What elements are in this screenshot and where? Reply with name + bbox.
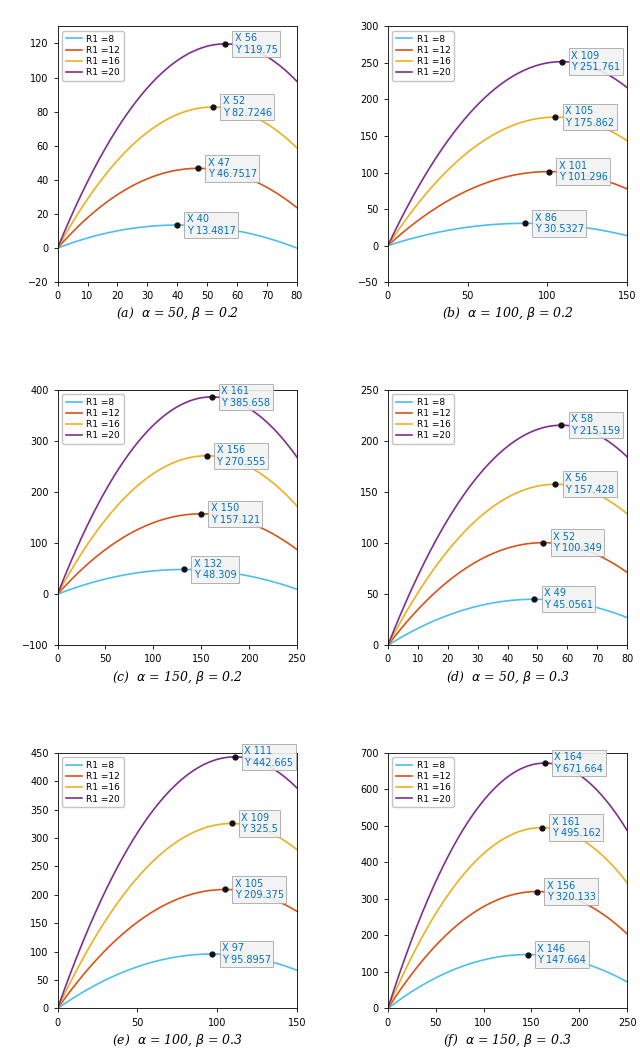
Text: X 40
Y 13.4817: X 40 Y 13.4817 <box>187 214 236 235</box>
Text: X 109
Y 251.761: X 109 Y 251.761 <box>572 51 621 73</box>
Text: X 52
Y 100.349: X 52 Y 100.349 <box>553 532 602 553</box>
Text: X 97
Y 95.8957: X 97 Y 95.8957 <box>222 943 271 965</box>
Legend: R1 =8, R1 =12, R1 =16, R1 =20: R1 =8, R1 =12, R1 =16, R1 =20 <box>392 31 454 81</box>
Text: X 150
Y 157.121: X 150 Y 157.121 <box>211 503 260 525</box>
Text: X 156
Y 270.555: X 156 Y 270.555 <box>216 445 266 467</box>
Legend: R1 =8, R1 =12, R1 =16, R1 =20: R1 =8, R1 =12, R1 =16, R1 =20 <box>392 394 454 445</box>
Text: X 49
Y 45.0561: X 49 Y 45.0561 <box>544 588 593 610</box>
Legend: R1 =8, R1 =12, R1 =16, R1 =20: R1 =8, R1 =12, R1 =16, R1 =20 <box>62 757 124 807</box>
Text: X 161
Y 385.658: X 161 Y 385.658 <box>221 386 270 408</box>
Text: X 146
Y 147.664: X 146 Y 147.664 <box>537 944 586 965</box>
Text: X 105
Y 209.375: X 105 Y 209.375 <box>235 879 284 901</box>
Text: (a)  $\alpha$ = 50, $\beta$ = 0.2: (a) $\alpha$ = 50, $\beta$ = 0.2 <box>116 305 239 322</box>
Text: X 56
Y 157.428: X 56 Y 157.428 <box>565 473 614 495</box>
Text: X 164
Y 671.664: X 164 Y 671.664 <box>554 752 604 774</box>
Text: (c)  $\alpha$ = 150, $\beta$ = 0.2: (c) $\alpha$ = 150, $\beta$ = 0.2 <box>112 668 243 685</box>
Text: X 109
Y 325.5: X 109 Y 325.5 <box>241 813 278 834</box>
Text: X 111
Y 442.665: X 111 Y 442.665 <box>244 747 293 768</box>
Text: X 105
Y 175.862: X 105 Y 175.862 <box>565 107 614 128</box>
Text: X 56
Y 119.75: X 56 Y 119.75 <box>235 33 278 55</box>
Text: X 156
Y 320.133: X 156 Y 320.133 <box>547 881 596 902</box>
Text: (d)  $\alpha$ = 50, $\beta$ = 0.3: (d) $\alpha$ = 50, $\beta$ = 0.3 <box>445 668 570 685</box>
Legend: R1 =8, R1 =12, R1 =16, R1 =20: R1 =8, R1 =12, R1 =16, R1 =20 <box>62 31 124 81</box>
Text: X 86
Y 30.5327: X 86 Y 30.5327 <box>534 212 584 234</box>
Text: X 101
Y 101.296: X 101 Y 101.296 <box>559 161 607 183</box>
Text: X 52
Y 82.7246: X 52 Y 82.7246 <box>223 96 272 118</box>
Text: (f)  $\alpha$ = 150, $\beta$ = 0.3: (f) $\alpha$ = 150, $\beta$ = 0.3 <box>444 1032 572 1049</box>
Text: X 132
Y 48.309: X 132 Y 48.309 <box>193 559 236 580</box>
Text: X 161
Y 495.162: X 161 Y 495.162 <box>552 816 600 838</box>
Text: (b)  $\alpha$ = 100, $\beta$ = 0.2: (b) $\alpha$ = 100, $\beta$ = 0.2 <box>442 305 573 322</box>
Text: (e)  $\alpha$ = 100, $\beta$ = 0.3: (e) $\alpha$ = 100, $\beta$ = 0.3 <box>111 1032 243 1049</box>
Legend: R1 =8, R1 =12, R1 =16, R1 =20: R1 =8, R1 =12, R1 =16, R1 =20 <box>392 757 454 807</box>
Text: X 58
Y 215.159: X 58 Y 215.159 <box>571 414 620 436</box>
Legend: R1 =8, R1 =12, R1 =16, R1 =20: R1 =8, R1 =12, R1 =16, R1 =20 <box>62 394 124 445</box>
Text: X 47
Y 46.7517: X 47 Y 46.7517 <box>208 157 257 180</box>
